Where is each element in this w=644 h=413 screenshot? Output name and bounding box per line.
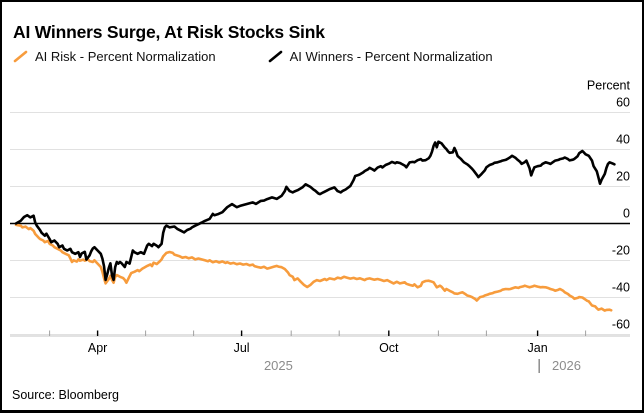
legend-label-ai-risk: AI Risk - Percent Normalization [35,49,216,64]
year-label: 2026 [552,358,581,373]
month-label: Apr [88,341,107,355]
month-label: Jul [234,341,250,355]
series-line-ai-risk [14,223,613,312]
legend-label-ai-winners: AI Winners - Percent Normalization [289,49,493,64]
month-label: Jan [528,341,548,355]
year-label: 2025 [264,358,293,373]
series-line-ai-winners [14,140,616,282]
ai-winners-slash-icon [268,50,282,63]
y-axis-unit-label: Percent [587,79,631,93]
legend: AI Risk - Percent Normalization AI Winne… [13,49,493,64]
legend-item-ai-risk: AI Risk - Percent Normalization [13,49,216,64]
y-tick-label: 20 [616,170,630,184]
y-tick-label: 0 [623,207,630,221]
y-tick-label: 40 [616,133,630,147]
y-tick-label: -40 [612,281,630,295]
ai-risk-slash-icon [13,50,28,63]
y-tick-label: -20 [612,244,630,258]
chart-title: AI Winners Surge, At Risk Stocks Sink [13,22,325,42]
month-label: Oct [379,341,399,355]
y-tick-label: -60 [612,318,630,332]
source-attribution: Source: Bloomberg [12,388,120,402]
legend-item-ai-winners: AI Winners - Percent Normalization [268,49,493,64]
y-tick-label: 60 [616,96,630,110]
